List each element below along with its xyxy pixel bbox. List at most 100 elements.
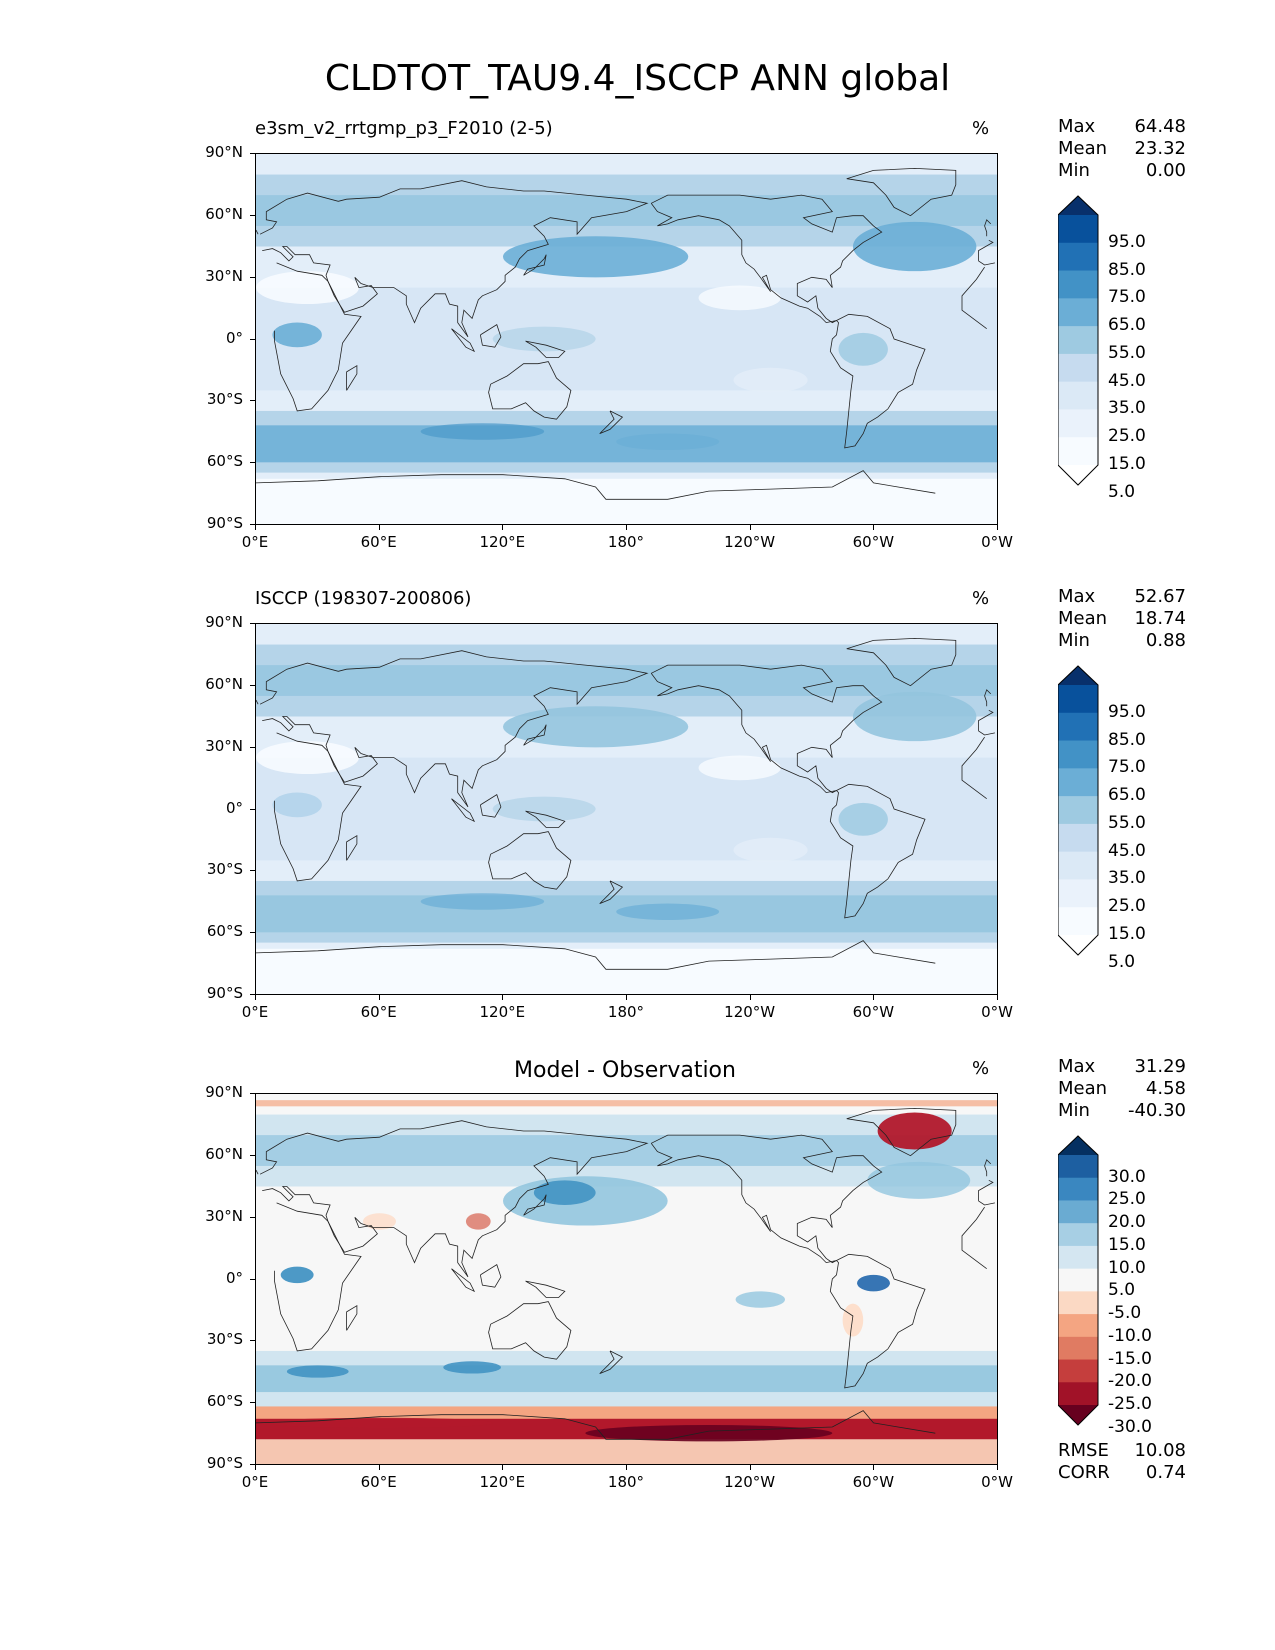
max-value: 52.67 <box>1134 586 1186 607</box>
field-contour <box>266 1417 493 1429</box>
field-contour <box>443 1361 501 1374</box>
y-tick-label: 90°S <box>206 984 243 1002</box>
y-tick-label: 0° <box>225 328 243 347</box>
mean-value: 23.32 <box>1134 138 1186 159</box>
y-tick-mark <box>250 1464 255 1465</box>
colorbar-tick-label: 25.0 <box>1108 426 1146 447</box>
coastline <box>829 313 926 449</box>
colorbar-tick-label: 5.0 <box>1108 481 1136 502</box>
colorbar-segment <box>1058 1291 1098 1315</box>
coastline <box>451 798 476 823</box>
colorbar-segment <box>1058 907 1098 936</box>
x-tick-mark <box>626 995 627 1000</box>
field-contour <box>852 221 977 272</box>
coastline <box>488 1301 572 1360</box>
field-contour <box>503 236 689 278</box>
x-tick-label: 60°E <box>360 1003 397 1021</box>
coastline <box>346 364 358 391</box>
panel-model: e3sm_v2_rrtgmp_p3_F2010 (2-5) % Max 64.48… <box>0 0 1275 551</box>
field-contour <box>852 691 977 742</box>
field-contour <box>698 755 781 781</box>
coastline <box>829 783 926 919</box>
colorbar-outline <box>1058 1135 1099 1426</box>
x-tick-label: 120°E <box>479 533 526 551</box>
y-tick-mark <box>250 932 255 934</box>
figure-title: CLDTOT_TAU9.4_ISCCP ANN global <box>324 58 951 99</box>
colorbar-segment <box>1058 1177 1098 1201</box>
field-band <box>256 948 997 994</box>
x-tick-label: 120°W <box>724 533 776 551</box>
colorbar-segment <box>1058 1155 1098 1179</box>
coastline <box>480 1263 502 1288</box>
map-canvas <box>256 624 997 994</box>
x-tick-label: 120°E <box>479 1473 526 1491</box>
field-contour <box>857 1274 890 1292</box>
x-tick-label: 60°W <box>852 1003 895 1021</box>
coastline <box>256 1410 936 1440</box>
max-value: 64.48 <box>1134 116 1186 137</box>
coastline <box>650 1134 883 1264</box>
map-canvas <box>256 154 997 524</box>
colorbar-segment <box>1058 1245 1098 1270</box>
field-band <box>256 1135 997 1166</box>
x-tick-mark <box>873 1465 875 1470</box>
x-tick-mark <box>502 525 504 530</box>
map-panel-model <box>255 153 998 525</box>
colorbar-segment <box>1058 1268 1098 1292</box>
field-band <box>256 1439 997 1464</box>
y-tick-mark <box>250 400 255 402</box>
coastline <box>256 689 992 707</box>
y-tick-label: 90°N <box>205 1083 243 1101</box>
x-tick-label: 120°E <box>479 1003 526 1021</box>
colorbar-segment <box>1058 215 1098 244</box>
colorbar-segment <box>1058 1200 1098 1224</box>
colorbar-segment <box>1058 740 1098 769</box>
y-tick-mark <box>250 276 255 278</box>
coastline <box>256 219 992 237</box>
colorbar-outline <box>1058 195 1099 486</box>
y-tick-label: 0° <box>225 1268 243 1287</box>
y-tick-label: 60°N <box>205 674 243 693</box>
field-contour <box>842 1303 864 1337</box>
colorbar-tick-label: -15.0 <box>1108 1348 1152 1369</box>
colorbar-tick-label: 95.0 <box>1108 701 1146 722</box>
units-label: % <box>972 1058 990 1079</box>
coastline <box>480 793 502 818</box>
x-tick-mark <box>873 995 875 1000</box>
mean-label: Mean <box>1058 138 1108 159</box>
y-tick-mark <box>250 1402 255 1404</box>
coastline <box>523 1194 547 1216</box>
min-label: Min <box>1058 160 1090 181</box>
x-tick-mark <box>997 1465 998 1470</box>
map-panel-obs <box>255 623 998 995</box>
x-tick-mark <box>626 525 627 530</box>
y-tick-mark <box>250 994 255 995</box>
coastline <box>650 664 883 794</box>
rmse-value: 10.08 <box>1134 1440 1186 1461</box>
coastline <box>846 167 957 217</box>
corr-label: CORR <box>1058 1462 1110 1483</box>
coastline <box>846 1107 957 1157</box>
colorbar-segment <box>1058 326 1098 355</box>
field-contour <box>838 802 888 836</box>
colorbar: 30.0 25.0 20.0 15.0 10.0 5.0 -5.0 -10.0 -15.0 -20… <box>1058 1135 1178 1437</box>
colorbar-tick-label: 25.0 <box>1108 896 1146 917</box>
field-contour <box>363 1213 396 1230</box>
colorbar-tick-label: 65.0 <box>1108 315 1146 336</box>
x-tick-label: 0°E <box>241 1473 269 1491</box>
x-tick-mark <box>255 525 256 530</box>
panel-diff: Model - Observation % Max 31.29 Mean 4.58 … <box>0 940 1275 1491</box>
colorbar-extend-bottom <box>1058 935 1098 955</box>
map-panel-diff <box>255 1093 998 1465</box>
y-tick-label: 60°S <box>206 922 243 941</box>
panel-title: e3sm_v2_rrtgmp_p3_F2010 (2-5) <box>255 118 553 139</box>
colorbar-tick-label: -20.0 <box>1108 1371 1152 1392</box>
colorbar-segment <box>1058 823 1098 853</box>
colorbar-segment <box>1058 353 1098 383</box>
stats-block: Max 31.29 Mean 4.58 Min -40.30 <box>1058 1056 1186 1122</box>
field-contour <box>733 837 808 863</box>
y-tick-label: 60°S <box>206 1392 243 1411</box>
coastline <box>599 880 624 904</box>
y-tick-mark <box>250 524 255 525</box>
colorbar-graphic <box>1058 1135 1099 1426</box>
